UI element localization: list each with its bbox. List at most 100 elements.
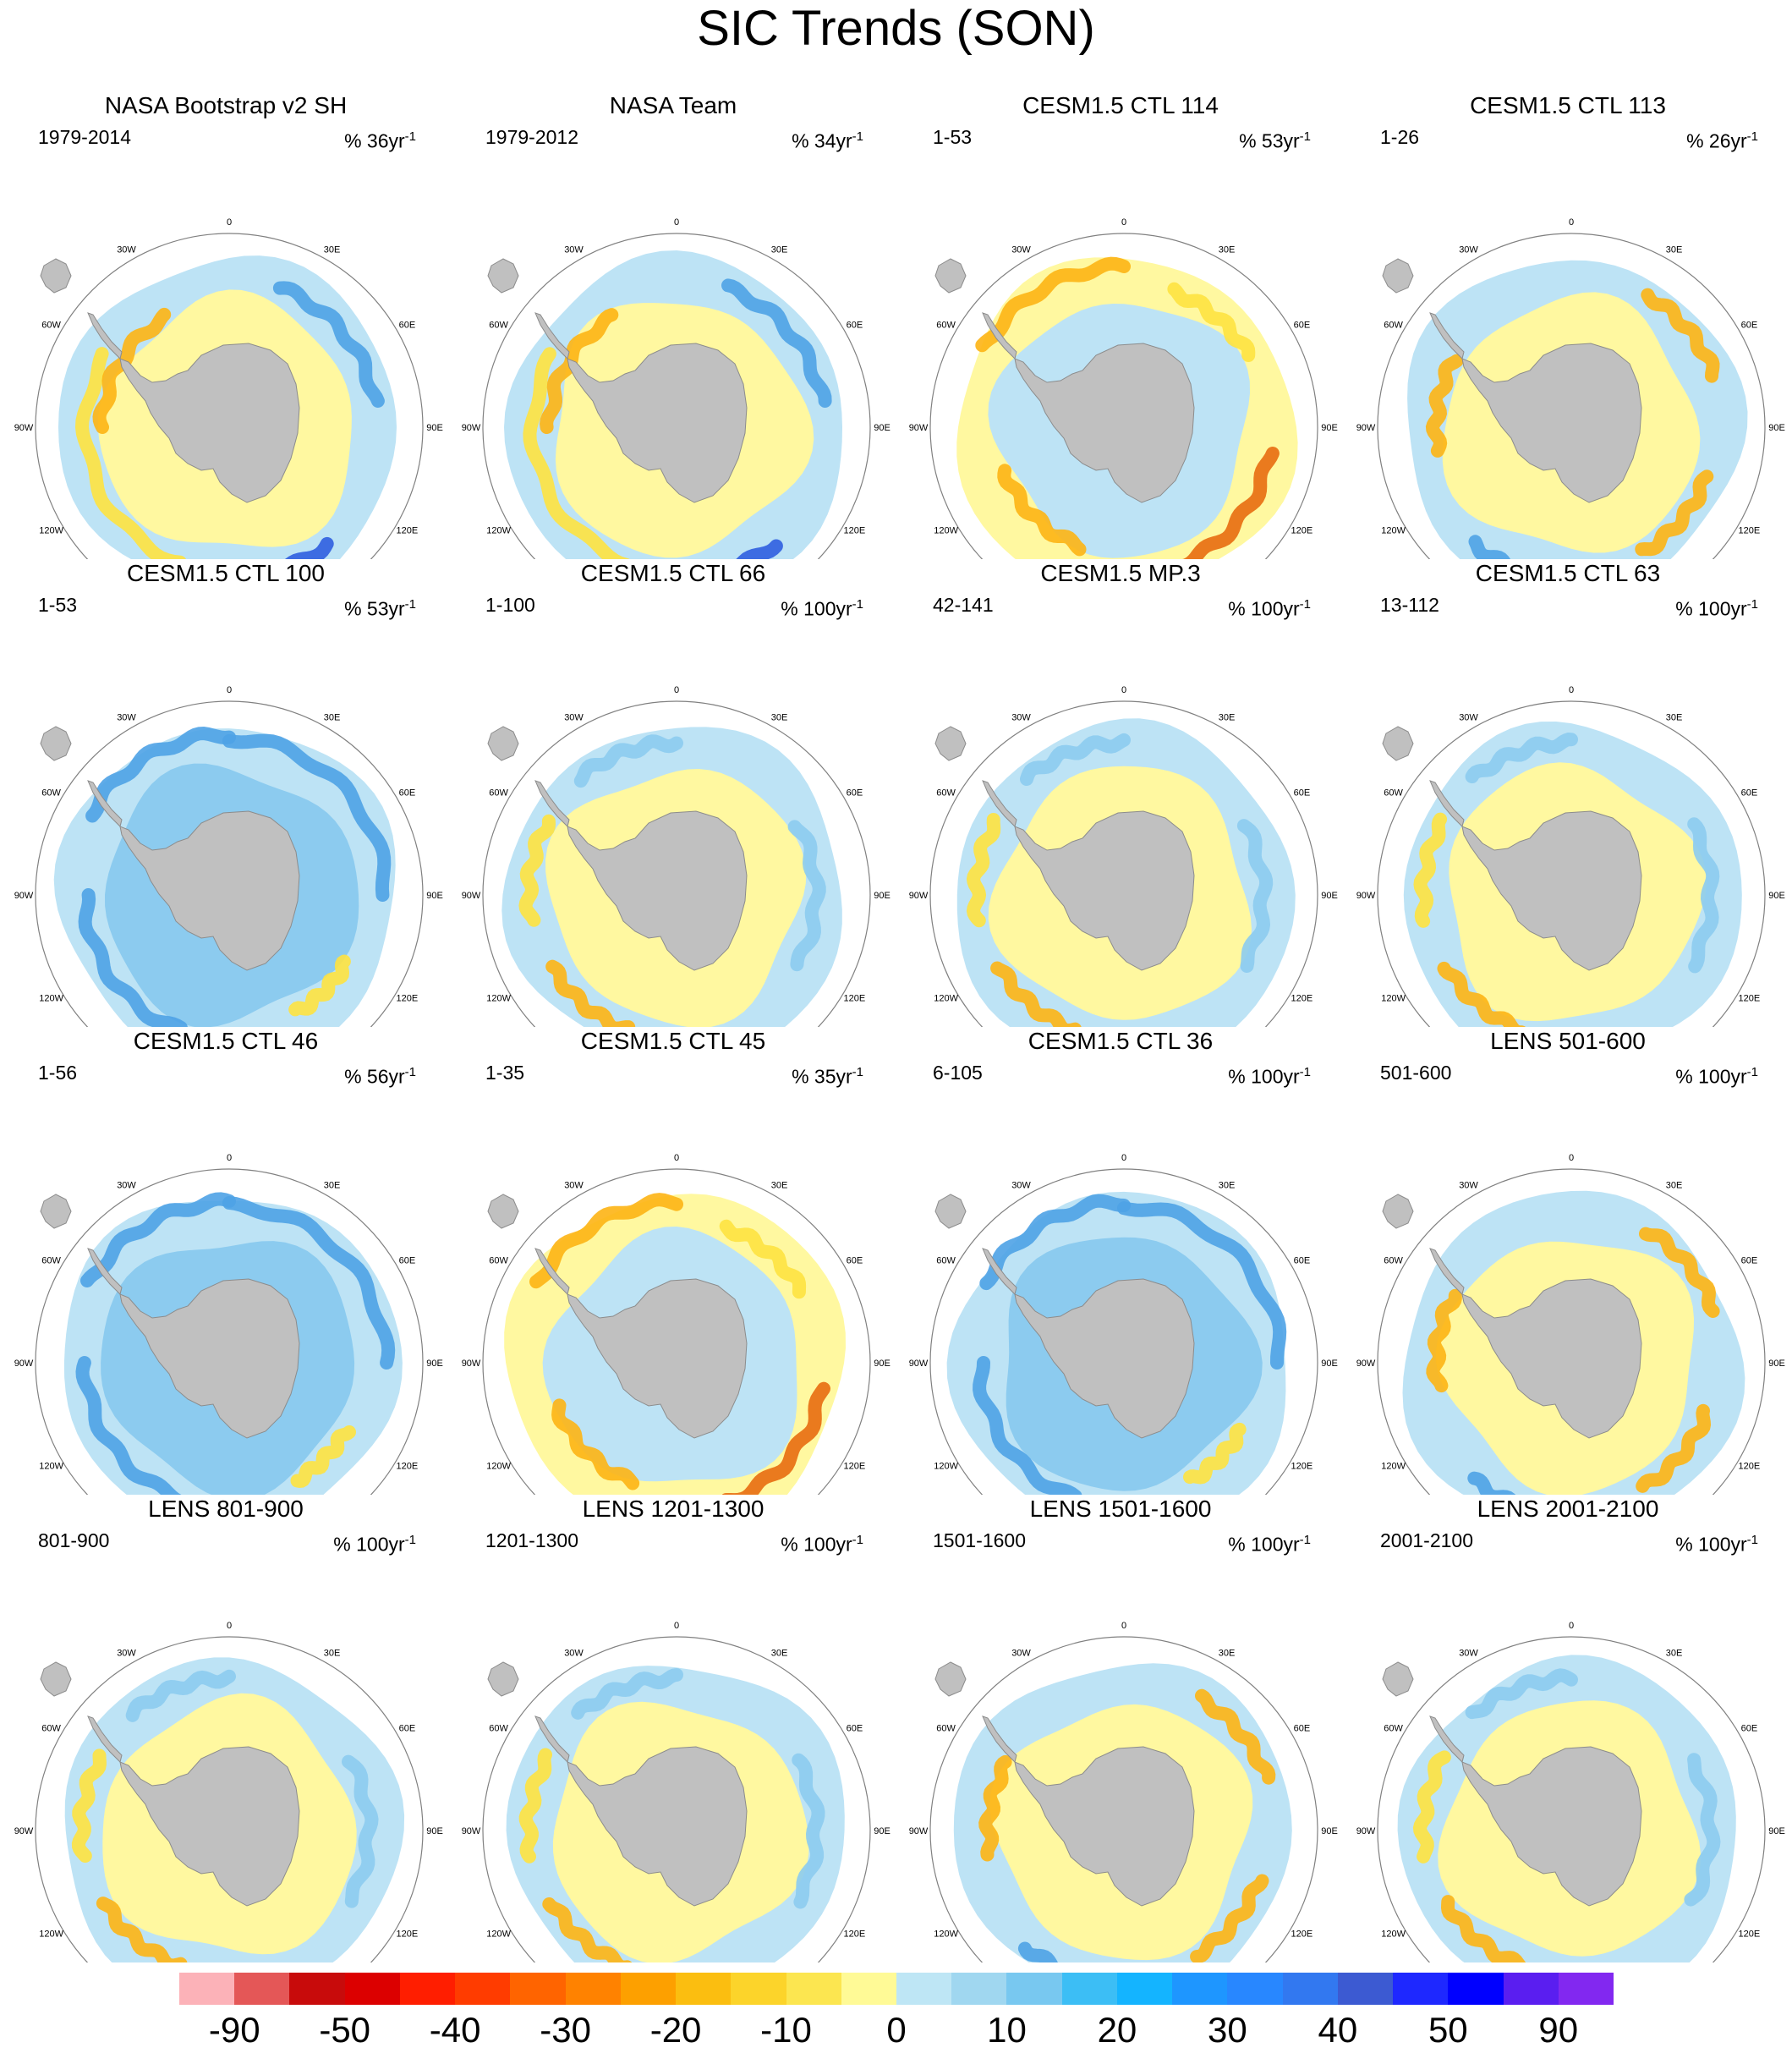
sea-ice-trend-band	[1465, 733, 1578, 784]
sea-ice-trend-band	[792, 1753, 825, 1909]
sea-ice-trend-band	[978, 1754, 1012, 1862]
longitude-label: 120W	[1381, 1929, 1406, 1940]
colorbar-swatch	[344, 1973, 401, 2005]
units-value: 100yr	[1251, 1533, 1300, 1556]
antarctic-peninsula	[982, 1248, 1017, 1295]
panel-period: 501-600	[1380, 1062, 1452, 1084]
sea-ice-trend-band	[1465, 1668, 1578, 1720]
polar-stereographic-map: 030E60E90E120E150E180150W120W90W60W30W	[909, 217, 1338, 559]
units-exponent: -1	[404, 597, 416, 612]
sea-ice-trend-band	[1190, 1874, 1269, 1962]
longitude-label: 60E	[1294, 788, 1311, 799]
sea-ice-trend-band	[78, 888, 188, 1027]
panel-period: 1979-2012	[485, 126, 578, 148]
panel-units: % 100yr-1	[1675, 1061, 1758, 1089]
antarctica-landmass	[1461, 343, 1642, 503]
panel-title: LENS 801-900	[148, 1496, 304, 1522]
sea-ice-trend-band	[80, 1192, 236, 1287]
longitude-label: 0	[1121, 1153, 1126, 1163]
longitude-label: 90E	[1768, 1826, 1785, 1836]
sea-ice-trend-band	[1639, 1227, 1720, 1318]
longitude-label: 0	[1569, 685, 1574, 695]
longitude-label: 0	[674, 217, 679, 228]
antarctica-landmass	[1014, 810, 1195, 971]
units-exponent: -1	[852, 597, 863, 612]
map-panel: CESM1.5 CTL 114 1-53% 53yr-1 0 30E 60E 90E 120…	[896, 91, 1345, 559]
polar-stereographic-map: 030E60E90E120E150E180150W120W90W60W30W	[909, 685, 1338, 1027]
longitude-label: 30E	[1666, 245, 1683, 255]
longitude-label: 90E	[1321, 891, 1338, 901]
antarctic-peninsula	[1429, 1715, 1465, 1763]
sea-ice-trend-band	[1020, 733, 1131, 786]
longitude-label: 90E	[426, 1826, 443, 1836]
colorbar-label: 20	[1097, 2010, 1137, 2050]
longitude-label: 60E	[1741, 1256, 1758, 1266]
panel-units: % 100yr-1	[1228, 593, 1311, 621]
map-boundary-circle	[929, 1636, 1318, 1962]
sea-ice-trend-band	[1468, 535, 1511, 559]
longitude-label: 60W	[1384, 1256, 1403, 1266]
sea-ice-trend-band	[284, 536, 334, 559]
colorbar: -90 -50 -40 -30 -20 -10 0 10 20 30 40 50 90	[179, 1973, 1614, 2053]
map-panel: CESM1.5 CTL 45 1-35% 35yr-1 0 30E 60E 90E 120E…	[449, 1027, 897, 1495]
antarctica-landmass	[119, 343, 300, 503]
map-panel: CESM1.5 CTL 66 1-100% 100yr-1 0 30E 60E 90E 12…	[449, 559, 897, 1027]
colorbar-label: 90	[1538, 2010, 1579, 2050]
panel-units: % 26yr-1	[1686, 125, 1758, 153]
units-prefix: %	[1675, 1533, 1699, 1556]
units-prefix: %	[1228, 597, 1252, 620]
sea-ice-trend-band	[518, 814, 556, 927]
panel-period: 1-53	[933, 126, 973, 148]
sea-ice-trend-band	[787, 820, 826, 972]
longitude-label: 30E	[324, 1181, 341, 1191]
longitude-label: 120E	[1291, 1462, 1313, 1472]
longitude-label: 90W	[462, 891, 481, 901]
panel-title: CESM1.5 CTL 66	[580, 560, 766, 586]
map-panel: CESM1.5 CTL 113 1-26% 26yr-1 0 30E 60E 90E 120…	[1344, 91, 1792, 559]
longitude-label: 30W	[564, 713, 584, 723]
map-panel: LENS 801-900 801-900% 100yr-1 0 30E 60E 90E 12…	[2, 1495, 450, 1962]
south-america-tip	[40, 1194, 72, 1229]
panel-period: 6-105	[933, 1062, 983, 1084]
panel-title: LENS 2001-2100	[1477, 1496, 1659, 1522]
longitude-label: 0	[674, 685, 679, 695]
colorbar-label: -30	[540, 2010, 591, 2050]
map-boundary-circle	[35, 1636, 424, 1962]
panel-units: % 35yr-1	[792, 1061, 863, 1089]
units-prefix: %	[792, 1065, 814, 1088]
colorbar-swatch	[731, 1973, 787, 2005]
colorbar-swatch	[455, 1973, 511, 2005]
sea-ice-trend-band	[1236, 819, 1274, 973]
longitude-label: 60W	[489, 321, 508, 331]
colorbar-swatch	[841, 1973, 897, 2005]
sea-ice-trend-band	[1635, 469, 1714, 557]
longitude-label: 90W	[909, 1359, 929, 1369]
south-america-tip	[1382, 726, 1414, 761]
units-value: 100yr	[356, 1533, 405, 1556]
longitude-label: 120W	[486, 994, 511, 1004]
units-value: 26yr	[1708, 129, 1747, 152]
panel-title: CESM1.5 CTL 36	[1028, 1028, 1214, 1054]
units-prefix: %	[1675, 1065, 1699, 1088]
sea-ice-trend-band	[966, 813, 1001, 928]
antarctica-landmass	[1461, 810, 1642, 971]
map-panel: CESM1.5 CTL 36 6-105% 100yr-1 0 30E 60E 90E 12…	[896, 1027, 1345, 1495]
polar-stereographic-map: 030E60E90E120E150E180150W120W90W60W30W	[1356, 1621, 1785, 1962]
polar-stereographic-map: 030E60E90E120E150E180150W120W90W60W30W	[909, 1153, 1338, 1495]
south-america-tip	[40, 1661, 72, 1697]
units-prefix: %	[344, 129, 367, 152]
south-america-tip	[487, 726, 519, 761]
antarctic-peninsula	[87, 1715, 123, 1763]
longitude-label: 60E	[399, 1724, 416, 1734]
antarctic-peninsula	[1429, 1248, 1465, 1295]
antarctica-landmass	[567, 810, 748, 971]
colorbar-swatch	[1227, 1973, 1284, 2005]
sea-ice-trend-band	[272, 281, 385, 408]
panel-units: % 100yr-1	[1228, 1529, 1311, 1556]
sea-ice-trend-band	[125, 1669, 236, 1722]
colorbar-label: 0	[886, 2010, 907, 2050]
longitude-label: 0	[227, 1621, 232, 1631]
colorbar-swatch	[1337, 1973, 1394, 2005]
antarctica-landmass	[1014, 343, 1195, 503]
longitude-label: 120E	[1739, 994, 1761, 1004]
